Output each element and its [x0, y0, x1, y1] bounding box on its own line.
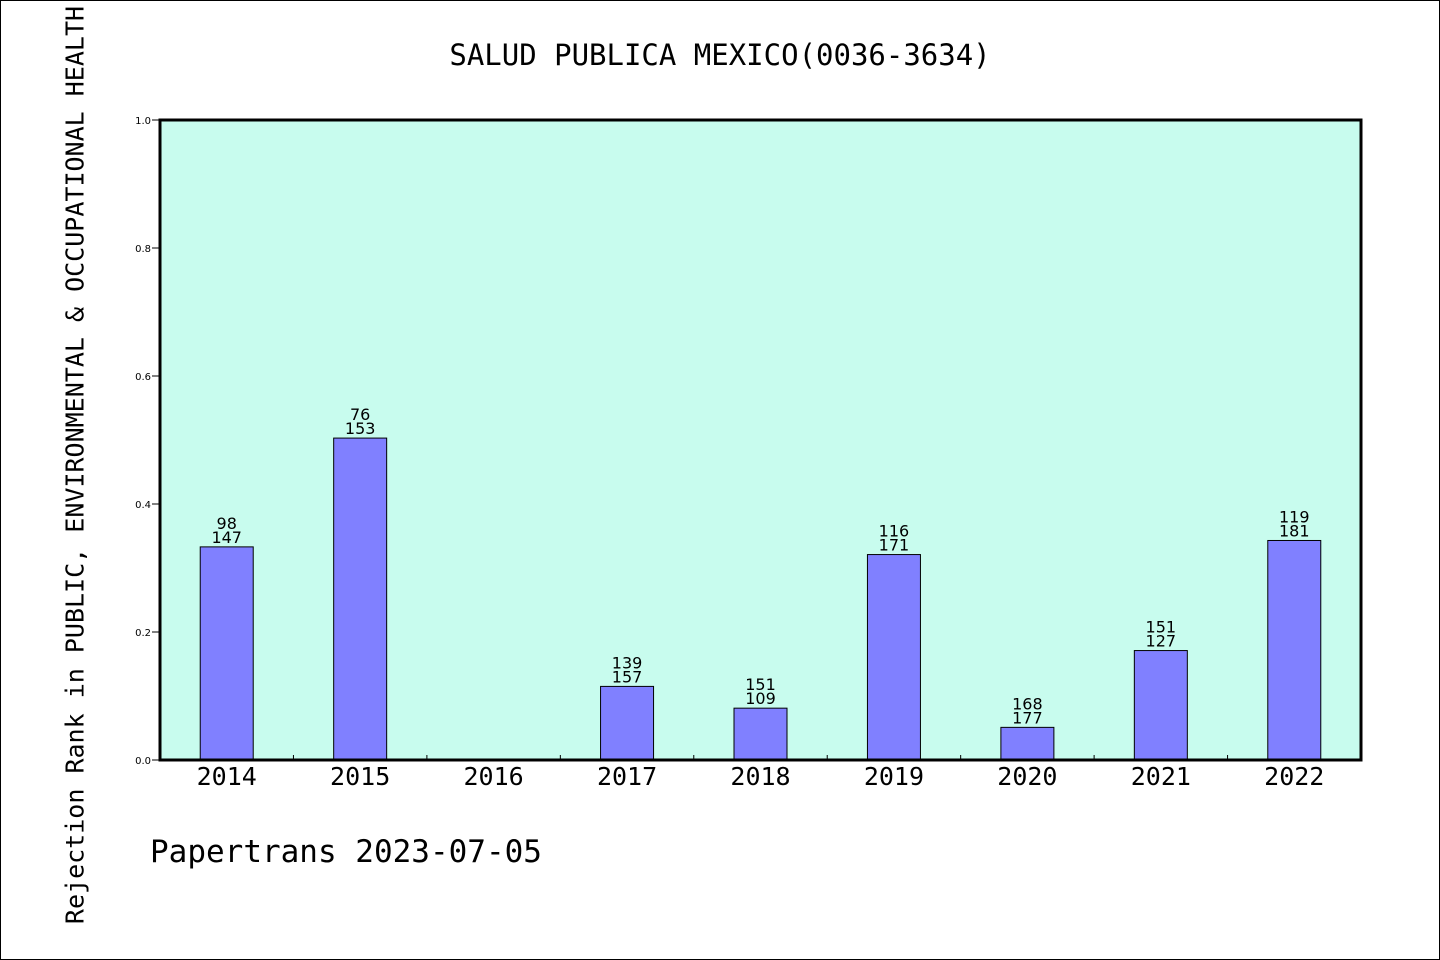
x-tick-label: 2020 — [997, 762, 1057, 791]
x-tick-label: 2014 — [197, 762, 257, 791]
bar-label-top: 151 — [745, 675, 776, 694]
bar-label-top: 98 — [217, 514, 237, 533]
bar-label-bottom: 181 — [1279, 521, 1310, 540]
y-tick-label: 0.0 — [135, 756, 151, 767]
bar — [733, 707, 788, 761]
bar-label-top: 76 — [350, 405, 370, 424]
x-tick-label: 2018 — [730, 762, 790, 791]
bar-label-bottom: 171 — [879, 536, 910, 555]
chart-title: SALUD PUBLICA MEXICO(0036-3634) — [449, 38, 991, 72]
bar — [1267, 539, 1322, 761]
y-tick-label: 0.4 — [135, 500, 151, 511]
bar-label-bottom: 157 — [612, 667, 643, 686]
bar-label-top: 151 — [1146, 618, 1177, 637]
bar-label-top: 168 — [1012, 694, 1043, 713]
bar — [1000, 726, 1055, 761]
footer-note: Papertrans 2023-07-05 — [150, 834, 542, 870]
bar-label-bottom: 147 — [211, 528, 242, 547]
bar — [333, 437, 388, 761]
bar — [1133, 650, 1188, 761]
bar — [866, 554, 921, 761]
bar-label-bottom: 153 — [345, 419, 376, 438]
bar-label-bottom: 109 — [745, 689, 776, 708]
bar — [199, 546, 254, 761]
x-tick-label: 2019 — [864, 762, 924, 791]
bar-label-bottom: 177 — [1012, 708, 1043, 727]
x-tick-label: 2022 — [1264, 762, 1324, 791]
y-tick-label: 0.2 — [135, 628, 151, 639]
y-tick-label: 0.8 — [135, 244, 151, 255]
x-tick-label: 2021 — [1131, 762, 1191, 791]
bar — [600, 685, 655, 761]
x-tick-label: 2017 — [597, 762, 657, 791]
plot-border — [158, 118, 1363, 762]
bar-label-top: 119 — [1279, 507, 1310, 526]
bar-label-top: 139 — [612, 653, 643, 672]
x-tick-label: 2016 — [464, 762, 524, 791]
bar-label-bottom: 127 — [1146, 632, 1177, 651]
y-tick-label: 1.0 — [135, 116, 151, 127]
bar-label-top: 116 — [879, 522, 910, 541]
x-tick-label: 2015 — [330, 762, 390, 791]
y-tick-label: 0.6 — [135, 372, 151, 383]
